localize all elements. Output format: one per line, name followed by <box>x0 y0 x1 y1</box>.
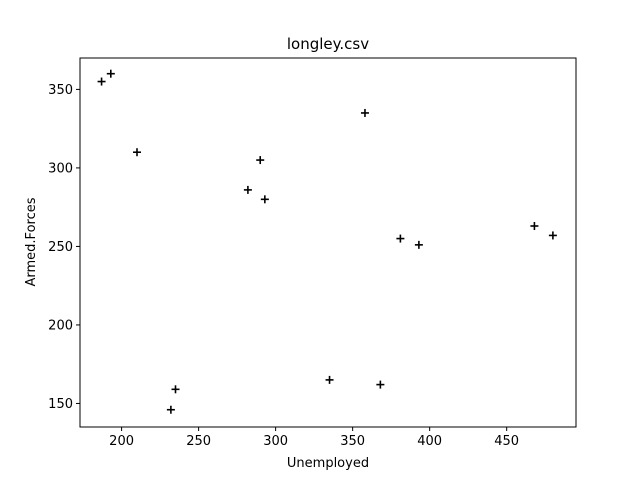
data-point <box>256 156 265 165</box>
x-tick-label: 400 <box>417 434 442 449</box>
x-tick-label: 350 <box>340 434 365 449</box>
data-point <box>376 380 385 389</box>
data-point <box>260 195 269 204</box>
data-point <box>360 108 369 117</box>
x-tick: 200 <box>109 427 134 449</box>
data-points <box>97 69 557 414</box>
data-point <box>132 148 141 157</box>
x-tick-label: 250 <box>186 434 211 449</box>
x-tick: 400 <box>417 427 442 449</box>
y-tick-label: 200 <box>48 318 73 333</box>
chart-title: longley.csv <box>287 35 369 53</box>
data-point <box>97 77 106 86</box>
y-tick: 150 <box>48 397 80 412</box>
x-tick: 250 <box>186 427 211 449</box>
y-axis-label: Armed.Forces <box>24 197 39 286</box>
x-tick-label: 200 <box>109 434 134 449</box>
data-point <box>106 69 115 78</box>
y-tick: 350 <box>48 83 80 98</box>
data-point <box>396 234 405 243</box>
plot-area-frame <box>79 57 577 428</box>
x-axis-label: Unemployed <box>287 456 369 471</box>
y-tick: 200 <box>48 318 80 333</box>
data-point <box>171 385 180 394</box>
x-tick-label: 450 <box>494 434 519 449</box>
y-tick: 250 <box>48 240 80 255</box>
data-point <box>166 405 175 414</box>
x-tick-label: 300 <box>263 434 288 449</box>
y-axis-ticks: 150 200 250 300 350 <box>48 83 80 412</box>
data-point <box>530 222 539 231</box>
y-tick-label: 300 <box>48 161 73 176</box>
y-tick: 300 <box>48 161 80 176</box>
data-point <box>243 185 252 194</box>
y-tick-label: 250 <box>48 240 73 255</box>
x-axis-ticks: 200 250 300 350 400 450 <box>109 427 519 449</box>
data-point <box>548 231 557 240</box>
data-point <box>325 375 334 384</box>
x-tick: 350 <box>340 427 365 449</box>
data-point <box>414 240 423 249</box>
y-tick-label: 350 <box>48 83 73 98</box>
x-tick: 450 <box>494 427 519 449</box>
y-tick-label: 150 <box>48 397 73 412</box>
x-tick: 300 <box>263 427 288 449</box>
